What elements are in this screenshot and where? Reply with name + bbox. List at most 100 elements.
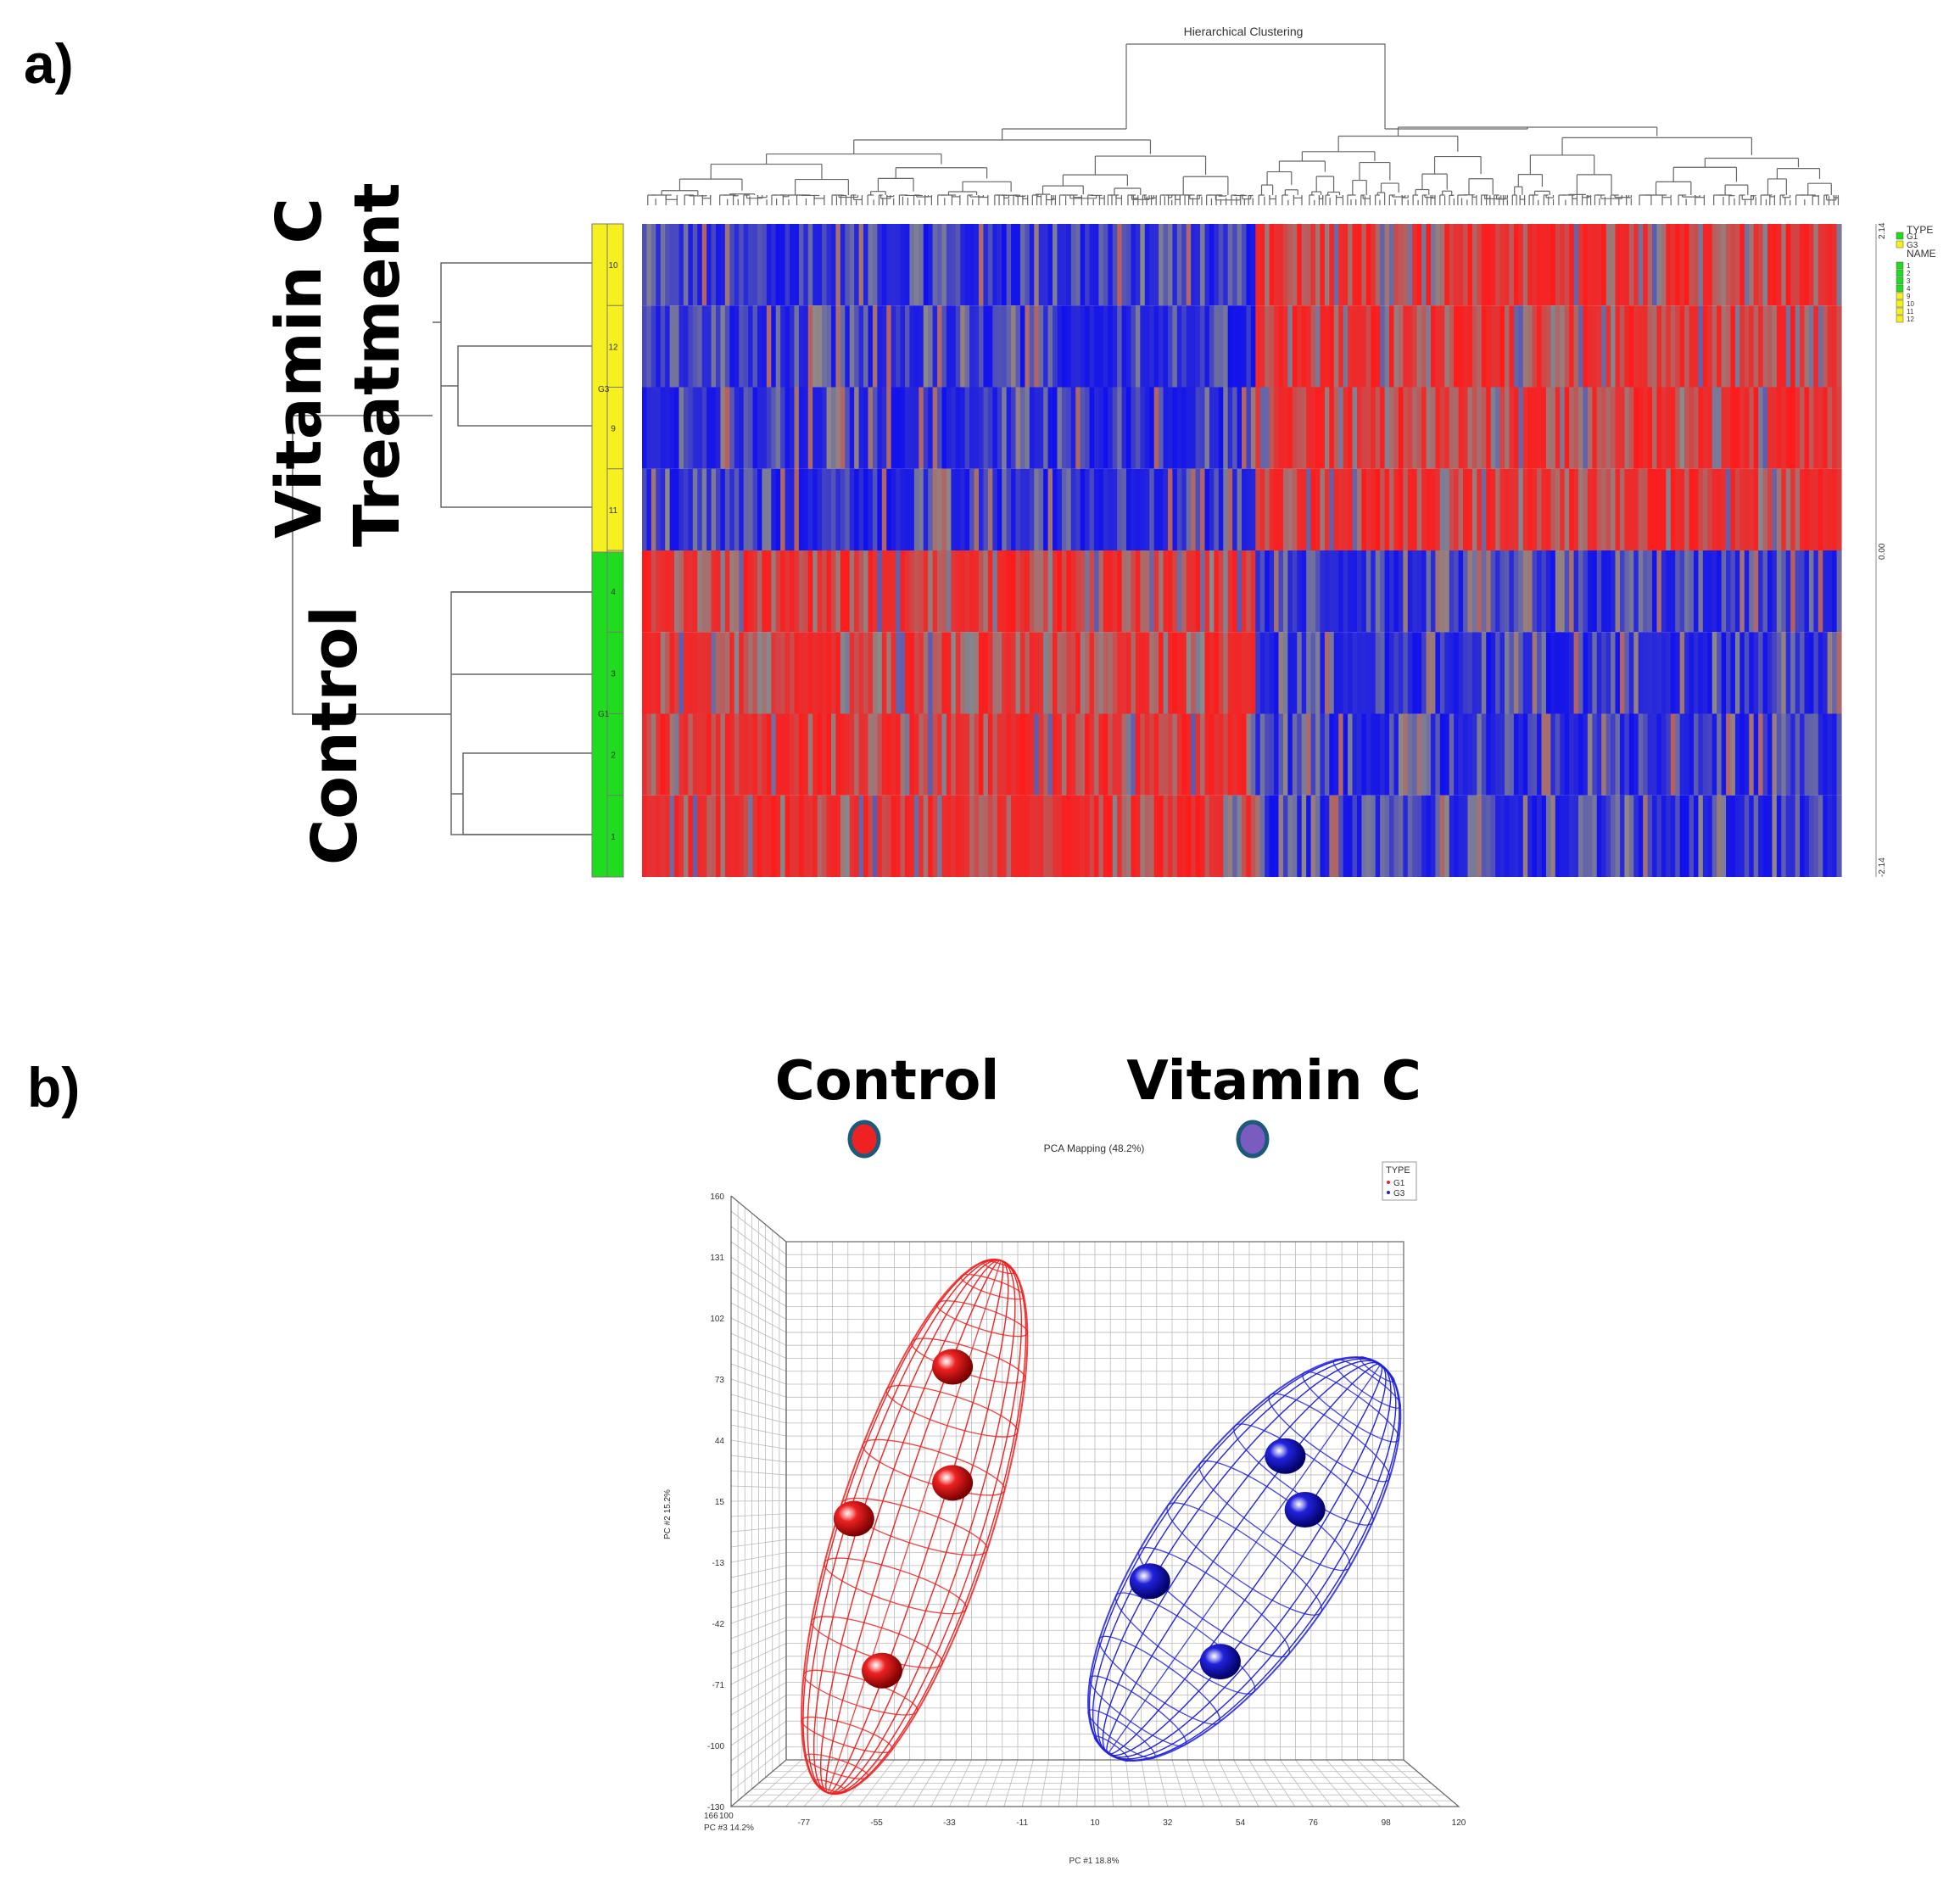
heatmap-cell (771, 224, 777, 306)
heatmap-cell (872, 632, 878, 714)
heatmap-cell (734, 795, 740, 877)
heatmap-cell (1592, 224, 1598, 306)
heatmap-cell (1611, 550, 1617, 633)
heatmap-cell (1587, 713, 1593, 796)
heatmap-cell (1605, 713, 1611, 796)
heatmap-cell (1643, 387, 1649, 469)
heatmap-cell (1541, 632, 1547, 714)
heatmap-cell (1412, 550, 1418, 633)
heatmap-cell (1592, 468, 1598, 550)
heatmap-cell (1827, 713, 1833, 796)
heatmap-cell (1167, 632, 1174, 714)
heatmap-cell (1818, 713, 1823, 796)
heatmap-cell (1504, 713, 1510, 796)
row-id-4: 4 (611, 588, 616, 597)
heatmap-cell (790, 795, 796, 877)
heatmap-cell (780, 468, 786, 550)
heatmap-cell (1693, 387, 1700, 469)
heatmap-cell (937, 305, 943, 388)
heatmap-cell (1758, 305, 1764, 388)
heatmap-cell (1025, 795, 1030, 877)
heatmap-cell (660, 550, 666, 633)
heatmap-cell (739, 550, 745, 633)
heatmap-cell (1463, 224, 1469, 306)
heatmap-cell (762, 550, 768, 633)
heatmap-cell (1652, 305, 1658, 388)
heatmap-cell (1717, 224, 1723, 306)
heatmap-cell (858, 795, 864, 877)
heatmap-cell (1227, 632, 1233, 714)
heatmap-cell (1315, 550, 1321, 633)
heatmap-cell (711, 550, 717, 633)
heatmap-cell (780, 550, 786, 633)
heatmap-cell (1043, 387, 1049, 469)
heatmap-cell (1214, 468, 1220, 550)
heatmap-cell (1389, 632, 1395, 714)
heatmap-cell (1398, 550, 1404, 633)
heatmap-cell (1767, 305, 1773, 388)
heatmap-cell (1587, 468, 1593, 550)
heatmap-cell (1730, 468, 1736, 550)
heatmap-cell (803, 305, 809, 388)
heatmap-cell (1836, 305, 1842, 388)
heatmap-cell (1011, 305, 1017, 388)
heatmap-cell (1186, 468, 1192, 550)
heatmap-cell (881, 305, 887, 388)
heatmap-cell (1541, 468, 1547, 550)
heatmap-cell (1689, 224, 1695, 306)
heatmap-cell (1333, 224, 1339, 306)
heatmap-cell (1149, 713, 1155, 796)
heatmap-cell (1592, 387, 1598, 469)
heatmap-cell (1403, 387, 1409, 469)
heatmap-cell (757, 387, 762, 469)
heatmap-cell (1365, 387, 1371, 469)
heatmap-cell (1384, 632, 1390, 714)
heatmap-cell (683, 713, 689, 796)
legend-name-swatch (1896, 315, 1904, 323)
heatmap-cell (1509, 305, 1515, 388)
heatmap-cell (1029, 795, 1035, 877)
heatmap-cell (711, 468, 717, 550)
heatmap-cell (964, 305, 970, 388)
heatmap-cell (1781, 468, 1787, 550)
heatmap-cell (1278, 795, 1284, 877)
legend-type-swatch (1896, 232, 1904, 240)
heatmap-cell (826, 713, 832, 796)
heatmap-cell (1365, 795, 1371, 877)
heatmap-cell (849, 387, 855, 469)
heatmap-cell (1227, 305, 1233, 388)
heatmap-cell (1380, 305, 1386, 388)
heatmap-cell (1135, 550, 1141, 633)
heatmap-cell (1269, 224, 1275, 306)
heatmap-cell (1080, 550, 1086, 633)
heatmap-cell (1186, 305, 1192, 388)
heatmap-cell (1804, 224, 1810, 306)
heatmap-cell (1191, 468, 1197, 550)
heatmap-cell (1596, 713, 1602, 796)
heatmap-cell (886, 468, 892, 550)
heatmap-cell (1615, 224, 1621, 306)
heatmap-cell (1292, 305, 1298, 388)
heatmap-cell (1827, 632, 1833, 714)
heatmap-cell (896, 632, 902, 714)
heatmap-cell (1163, 713, 1169, 796)
heatmap-cell (665, 713, 671, 796)
heatmap-cell (886, 387, 892, 469)
heatmap-cell (1813, 224, 1819, 306)
heatmap-cell (1578, 632, 1584, 714)
heatmap-cell (1518, 387, 1524, 469)
heatmap-cell (1112, 387, 1118, 469)
heatmap-cell (1670, 468, 1676, 550)
heatmap-cell (1352, 713, 1358, 796)
heatmap-cell (1619, 305, 1625, 388)
heatmap-cell (1467, 468, 1473, 550)
heatmap-cell (716, 550, 722, 633)
heatmap-cell (762, 387, 768, 469)
heatmap-cell (1057, 632, 1063, 714)
heatmap-cell (1172, 468, 1178, 550)
heatmap-cell (1153, 224, 1159, 306)
heatmap-cell (1749, 224, 1755, 306)
heatmap-cell (1795, 305, 1801, 388)
heatmap-cell (1633, 795, 1639, 877)
heatmap-cell (1371, 305, 1376, 388)
